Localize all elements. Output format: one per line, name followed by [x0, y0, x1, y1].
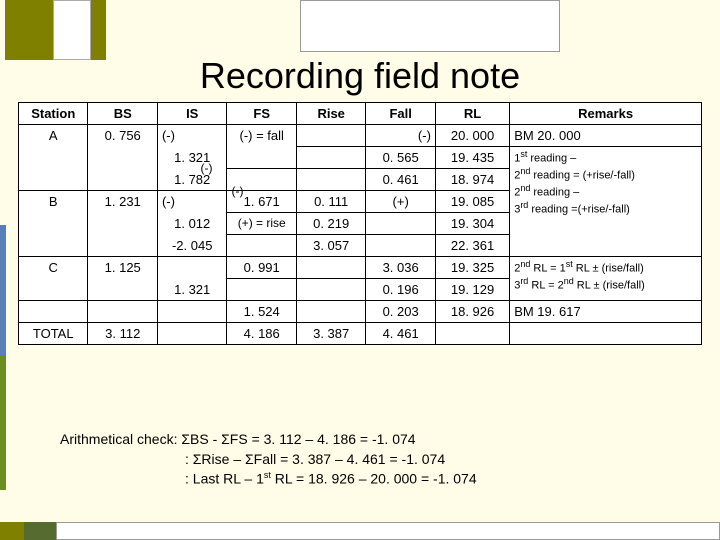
cell: 3. 387 [296, 323, 365, 345]
cell: 18. 926 [435, 301, 509, 323]
table-header-row: Station BS IS FS Rise Fall RL Remarks [19, 103, 702, 125]
cell: BM 20. 000 [510, 125, 702, 147]
check-line: : ΣRise – ΣFall = 3. 387 – 4. 461 = -1. … [60, 450, 477, 470]
cell: 20. 000 [435, 125, 509, 147]
cell: (+) = rise [227, 213, 296, 235]
cell: 4. 461 [366, 323, 435, 345]
table-row: TOTAL 3. 112 4. 186 3. 387 4. 461 [19, 323, 702, 345]
cell: 0. 203 [366, 301, 435, 323]
col-station: Station [19, 103, 88, 125]
col-rl: RL [435, 103, 509, 125]
cell: BM 19. 617 [510, 301, 702, 323]
check-line: : Last RL – 1st RL = 18. 926 – 20. 000 =… [60, 469, 477, 489]
data-table: Station BS IS FS Rise Fall RL Remarks A … [18, 102, 702, 345]
cell [296, 279, 365, 301]
col-bs: BS [88, 103, 157, 125]
page-title: Recording field note [0, 55, 720, 97]
check-line: Arithmetical check: ΣBS - ΣFS = 3. 112 –… [60, 430, 477, 450]
cell [296, 125, 365, 147]
cell [19, 301, 88, 323]
cell: C [19, 257, 88, 301]
cell: TOTAL [19, 323, 88, 345]
col-fs: FS [227, 103, 296, 125]
table-row: A 0. 756 (-) (-) = fall (-) 20. 000 BM 2… [19, 125, 702, 147]
cell: 1. 321 [157, 279, 226, 301]
deco-block [5, 0, 53, 60]
arithmetical-check: Arithmetical check: ΣBS - ΣFS = 3. 112 –… [60, 430, 477, 489]
col-is: IS [157, 103, 226, 125]
cell: (-) [157, 191, 226, 213]
cell: 1. 321 [157, 147, 226, 169]
cell: 0. 756 [88, 125, 157, 191]
cell: 0. 219 [296, 213, 365, 235]
cell: 0. 991 [227, 257, 296, 279]
deco-block [24, 522, 56, 540]
cell [227, 279, 296, 301]
cell: B [19, 191, 88, 257]
col-remarks: Remarks [510, 103, 702, 125]
cell: (-) = fall [227, 125, 296, 169]
cell [296, 301, 365, 323]
cell: 3. 112 [88, 323, 157, 345]
cell: 19. 129 [435, 279, 509, 301]
deco-block [56, 522, 720, 540]
deco-block [0, 355, 6, 490]
cell: 3. 036 [366, 257, 435, 279]
cell: 1. 125 [88, 257, 157, 301]
cell: 18. 974 [435, 169, 509, 191]
cell-remarks: 2nd RL = 1st RL ± (rise/fall) 3rd RL = 2… [510, 257, 702, 301]
cell: (-)1. 671 [227, 191, 296, 213]
cell: (+) [366, 191, 435, 213]
cell: 1. 012 [157, 213, 226, 235]
cell: 22. 361 [435, 235, 509, 257]
cell [296, 169, 365, 191]
cell [296, 147, 365, 169]
cell-remarks: 1st reading – 2nd reading = (+rise/-fall… [510, 147, 702, 257]
cell [157, 257, 226, 279]
cell: 3. 057 [296, 235, 365, 257]
cell: 1. 524 [227, 301, 296, 323]
deco-block [91, 0, 106, 60]
table-row: 1. 524 0. 203 18. 926 BM 19. 617 [19, 301, 702, 323]
col-fall: Fall [366, 103, 435, 125]
cell [510, 323, 702, 345]
deco-block [300, 0, 560, 52]
cell [157, 323, 226, 345]
cell: 0. 196 [366, 279, 435, 301]
cell: 1. 231 [88, 191, 157, 257]
cell: (-)1. 782 [157, 169, 226, 191]
cell: 0. 461 [366, 169, 435, 191]
cell: (-) [366, 125, 435, 147]
cell: 0. 565 [366, 147, 435, 169]
cell [88, 301, 157, 323]
cell [435, 323, 509, 345]
cell: 0. 111 [296, 191, 365, 213]
cell [366, 235, 435, 257]
table-row: C 1. 125 0. 991 3. 036 19. 325 2nd RL = … [19, 257, 702, 279]
cell: 19. 085 [435, 191, 509, 213]
cell [296, 257, 365, 279]
cell: 19. 325 [435, 257, 509, 279]
cell: 19. 304 [435, 213, 509, 235]
cell [366, 213, 435, 235]
cell: -2. 045 [157, 235, 226, 257]
cell: 4. 186 [227, 323, 296, 345]
deco-block [0, 522, 24, 540]
cell: A [19, 125, 88, 191]
deco-block [0, 225, 6, 355]
cell [227, 235, 296, 257]
cell: 19. 435 [435, 147, 509, 169]
deco-block [53, 0, 91, 60]
cell [157, 301, 226, 323]
cell: (-) [157, 125, 226, 147]
col-rise: Rise [296, 103, 365, 125]
